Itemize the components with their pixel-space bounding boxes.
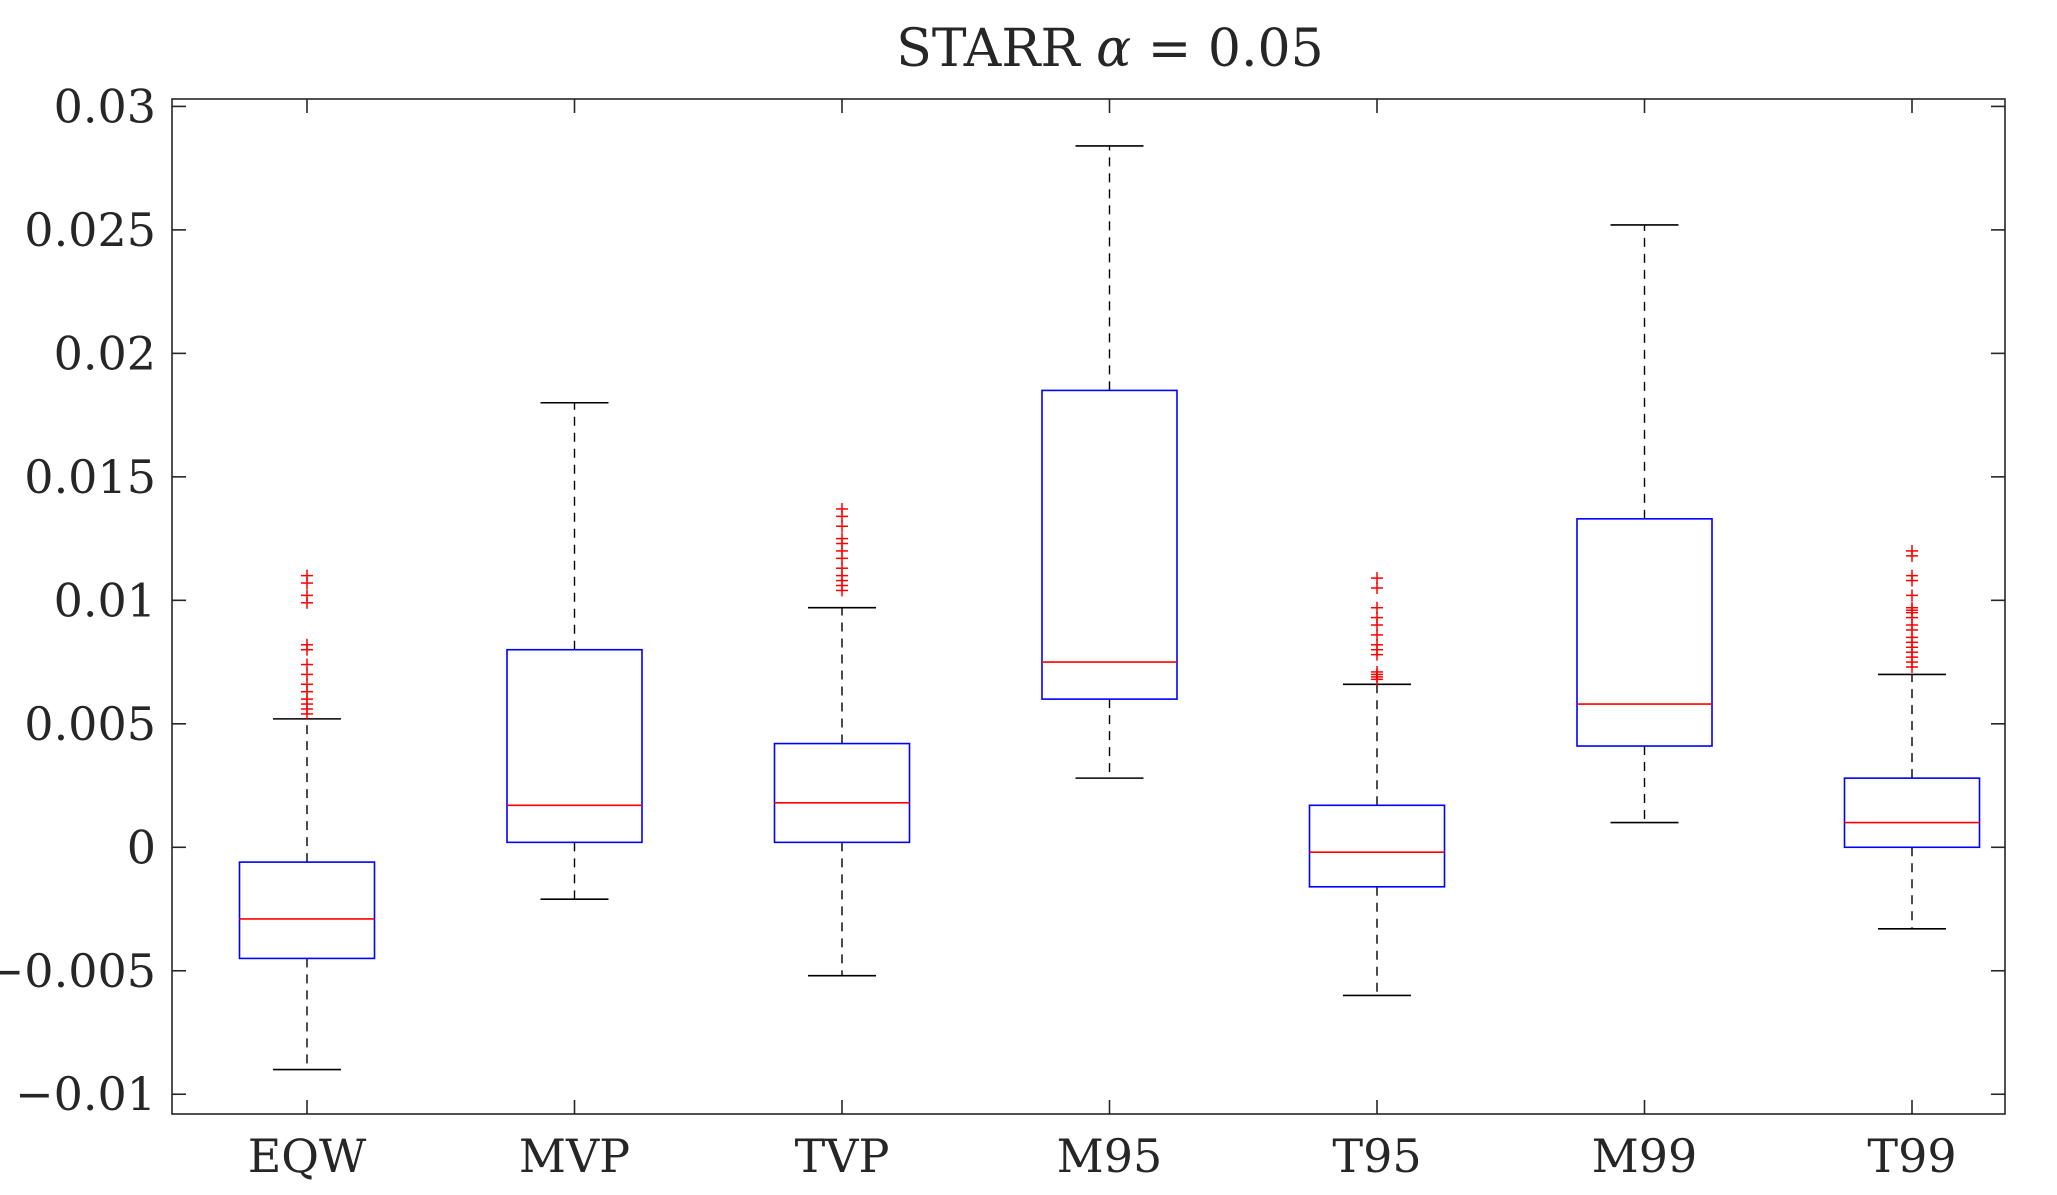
chart-title-main: STARR: [896, 19, 1096, 79]
x-tick-label: MVP: [519, 1129, 630, 1183]
chart-title-alpha: α: [1096, 19, 1131, 79]
box-iqr: [1843, 777, 1981, 849]
y-tick-label: 0.01: [54, 573, 156, 627]
x-tick-label: T99: [1867, 1129, 1956, 1183]
y-tick-label: −0.01: [15, 1067, 156, 1121]
outlier-marker: [1371, 572, 1383, 585]
outlier-marker: [836, 502, 848, 515]
x-tick-label: T95: [1332, 1129, 1421, 1183]
outlier-marker: [1371, 601, 1383, 614]
outlier-marker: [301, 569, 313, 582]
box-iqr: [773, 742, 911, 844]
outlier-marker: [301, 589, 313, 602]
y-tick-label: 0.03: [54, 79, 156, 133]
box-iqr: [506, 648, 643, 844]
plot-area: −0.01 −0.005 0 0.005 0.01 0.015 0.02 0.025 0.03 E…: [0, 79, 2006, 1183]
y-tick-label: −0.005: [0, 944, 156, 998]
y-tick-label: 0.02: [54, 326, 156, 380]
x-tick-label: M99: [1592, 1129, 1698, 1183]
x-tick-label: M95: [1057, 1129, 1163, 1183]
y-tick-label: 0.015: [24, 450, 156, 504]
y-tick-label: 0.005: [24, 697, 156, 751]
y-tick-label: 0: [127, 820, 156, 874]
chart-title: STARR α = 0.05: [896, 19, 1323, 79]
x-tick-label: TVP: [795, 1129, 890, 1183]
box-iqr: [1041, 389, 1178, 700]
outlier-marker: [301, 658, 313, 671]
outlier-marker: [1906, 589, 1918, 602]
outlier-marker: [1371, 665, 1383, 678]
outlier-marker: [836, 532, 848, 545]
box-iqr: [238, 861, 376, 960]
x-tick-label: EQW: [248, 1129, 367, 1183]
axes-frame: [171, 98, 2006, 1115]
outlier-marker: [301, 638, 313, 651]
y-tick-label: 0.025: [24, 203, 156, 257]
box-iqr: [1576, 518, 1713, 747]
outlier-marker: [1906, 569, 1918, 582]
outlier-marker: [1906, 601, 1918, 614]
chart-title-rest: = 0.05: [1131, 19, 1323, 79]
outlier-marker: [1906, 544, 1918, 557]
box-iqr: [1308, 804, 1446, 888]
